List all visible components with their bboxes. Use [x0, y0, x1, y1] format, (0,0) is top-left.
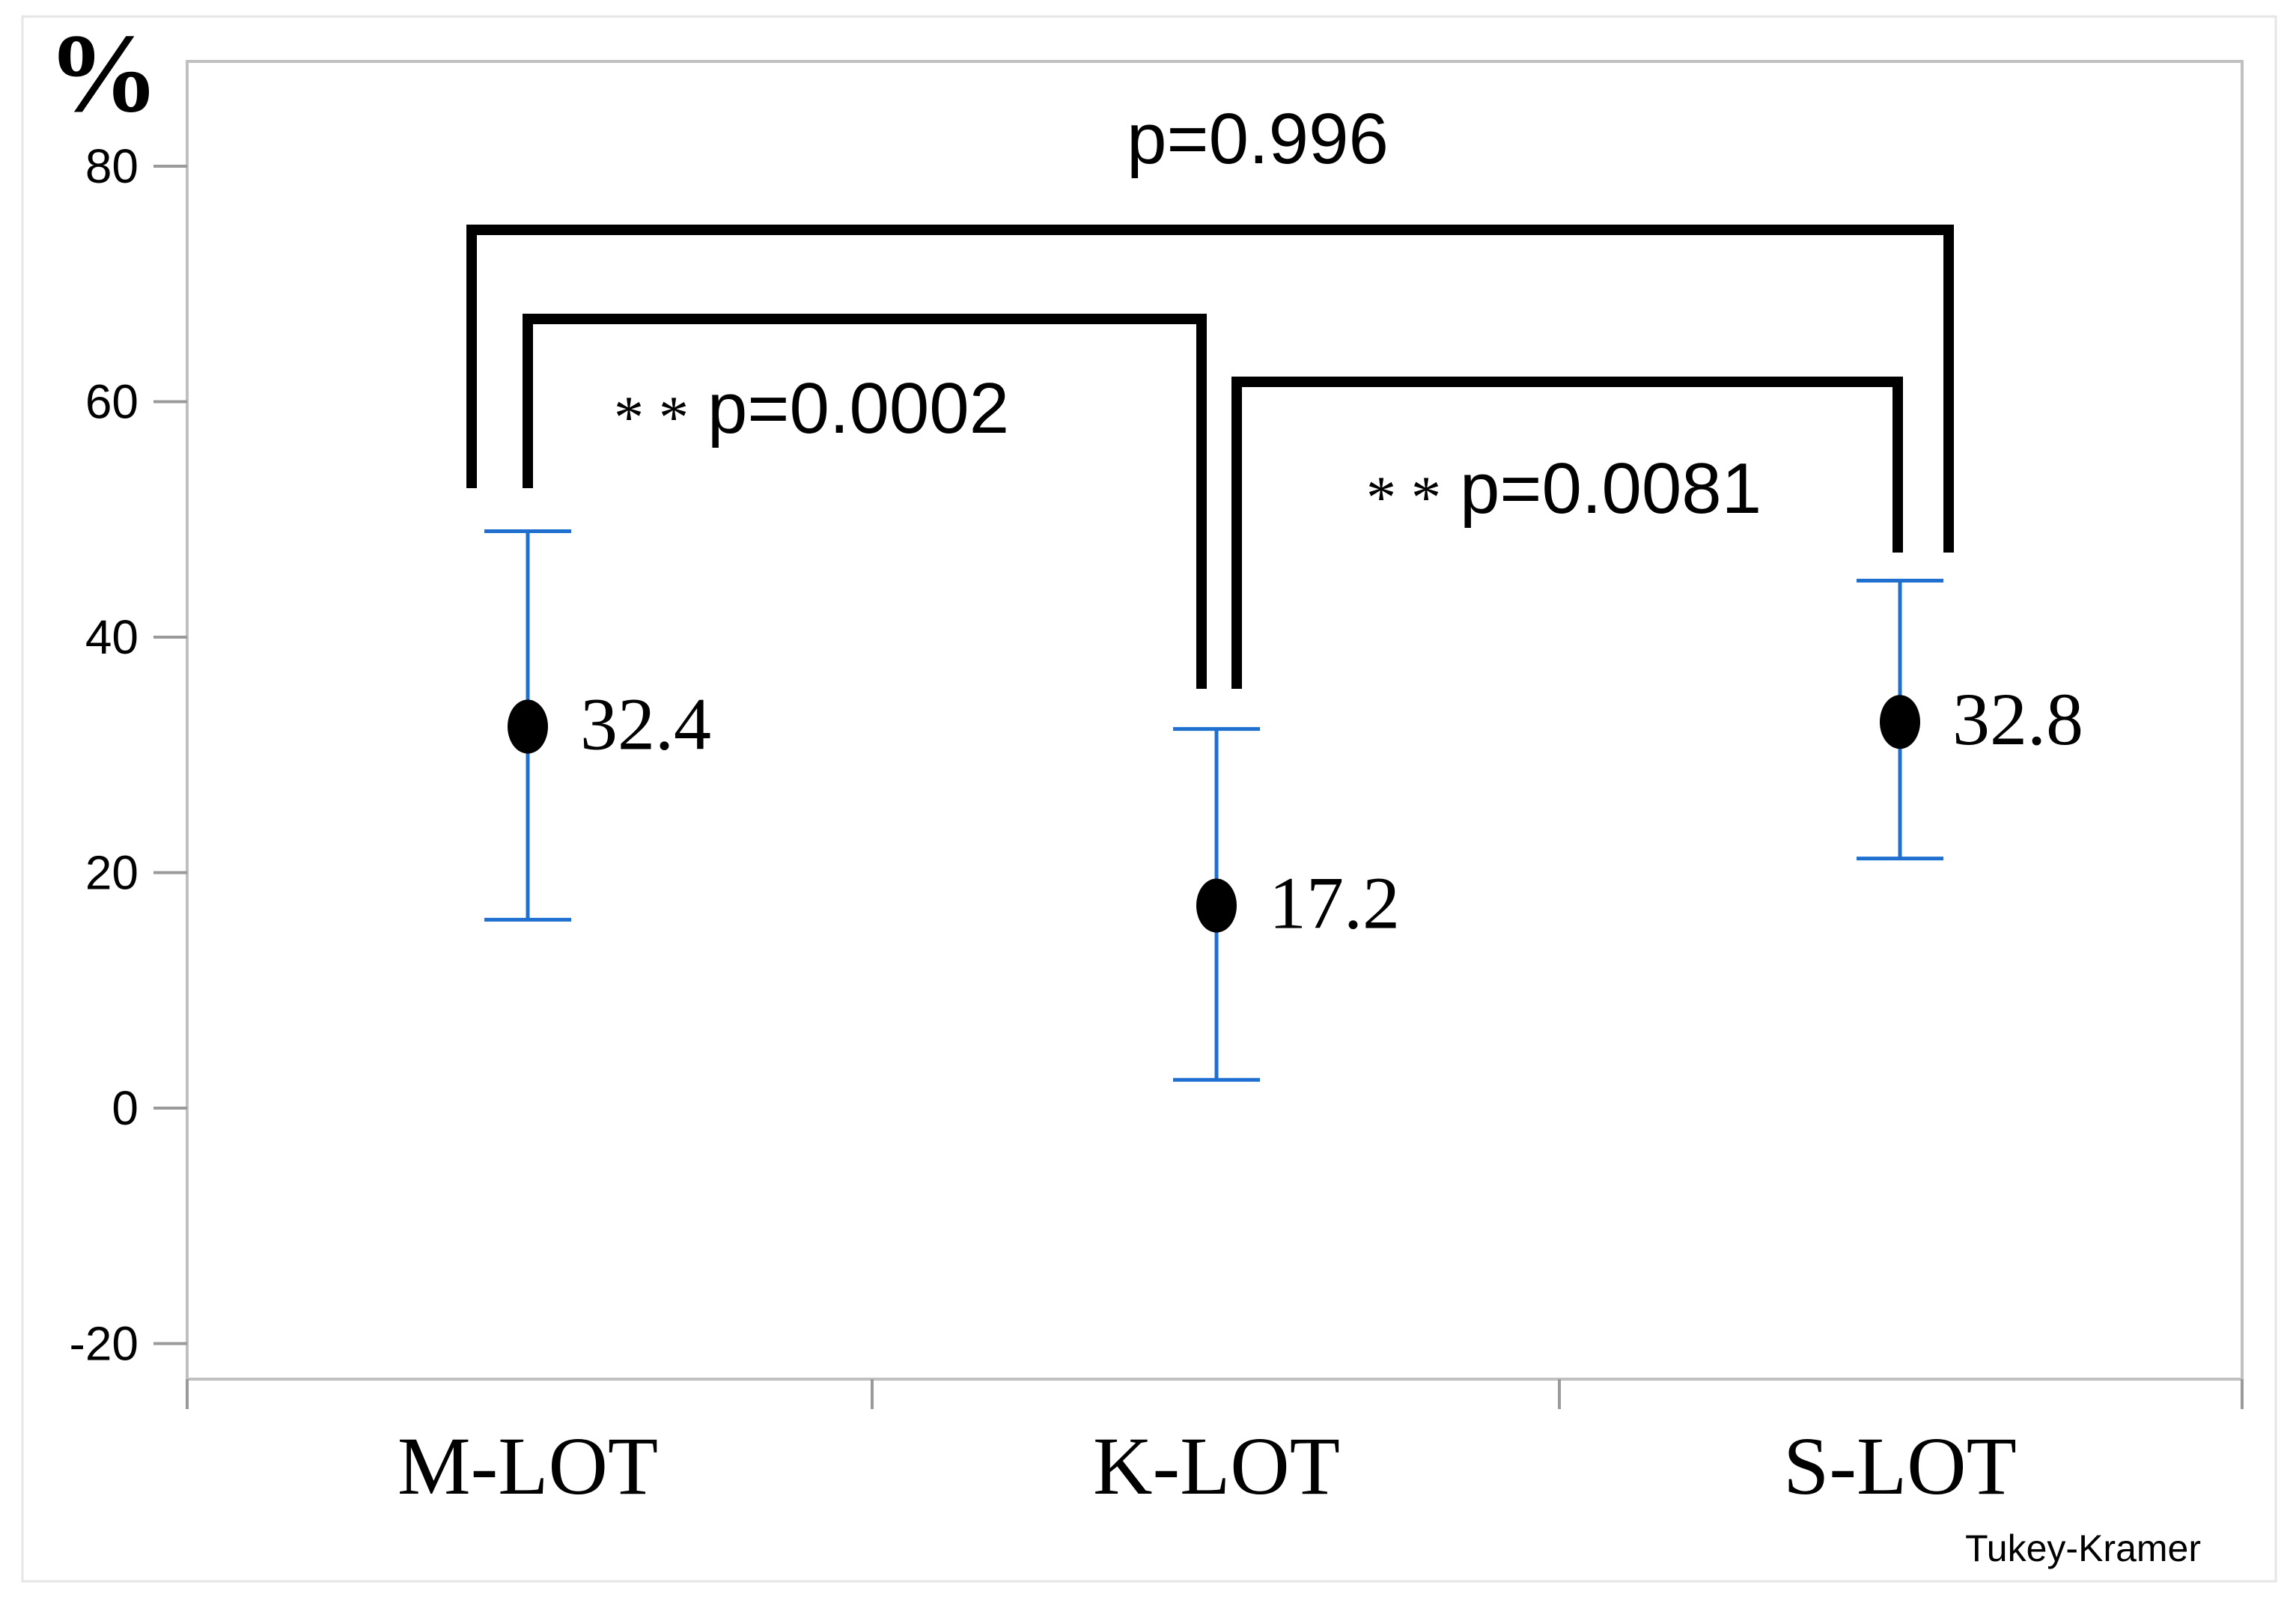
comparison-bracket — [466, 225, 1954, 553]
comparison-bracket — [523, 314, 1207, 689]
y-tick-label: -20 — [70, 1317, 139, 1371]
p-value-label: p=0.0081 — [1460, 448, 1761, 529]
plot-frame — [186, 60, 2244, 1381]
error-bars: 32.4 17.2 32.8 — [484, 529, 2083, 1082]
x-category-label: K-LOT — [1093, 1420, 1340, 1512]
mean-value-label: 17.2 — [1269, 862, 1400, 945]
x-category-label: M-LOT — [398, 1420, 658, 1512]
mean-marker — [1196, 878, 1237, 933]
x-axis: M-LOT K-LOT S-LOT — [186, 1379, 2244, 1512]
figure-background — [21, 15, 2277, 1583]
significance-stars: * * — [614, 385, 689, 451]
y-tick-label: 20 — [85, 846, 138, 900]
y-tick-label: 0 — [112, 1081, 138, 1135]
mean-value-label: 32.4 — [580, 683, 711, 766]
mean-marker — [508, 699, 548, 754]
y-axis: 80 60 40 20 0 -20 — [70, 139, 187, 1371]
p-value-label: p=0.0002 — [707, 368, 1009, 448]
y-tick-label: 40 — [85, 610, 138, 664]
comparison-bracket — [1231, 377, 1903, 689]
mean-value-label: 32.8 — [1952, 678, 2083, 761]
mean-marker — [1880, 695, 1920, 749]
y-tick-label: 80 — [85, 139, 138, 193]
comparison-brackets: p=0.996 * * p=0.0002 * * p=0.0081 — [466, 99, 1954, 689]
p-value-label: p=0.996 — [1127, 99, 1389, 179]
y-tick-label: 60 — [85, 375, 138, 429]
significance-stars: * * — [1366, 465, 1441, 531]
x-category-label: S-LOT — [1783, 1420, 2017, 1512]
footnote: Tukey-Kramer — [1965, 1527, 2201, 1569]
y-unit-label: % — [47, 11, 159, 136]
